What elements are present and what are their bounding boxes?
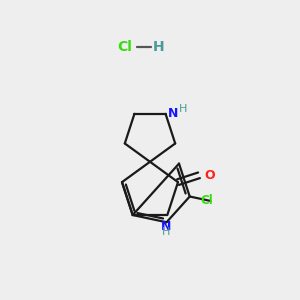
Text: H: H xyxy=(179,104,187,114)
Text: N: N xyxy=(160,220,171,233)
Text: H: H xyxy=(153,40,165,54)
Text: O: O xyxy=(204,169,215,182)
Text: H: H xyxy=(162,227,170,237)
Text: Cl: Cl xyxy=(200,194,213,207)
Text: N: N xyxy=(168,107,178,120)
Text: Cl: Cl xyxy=(118,40,132,54)
